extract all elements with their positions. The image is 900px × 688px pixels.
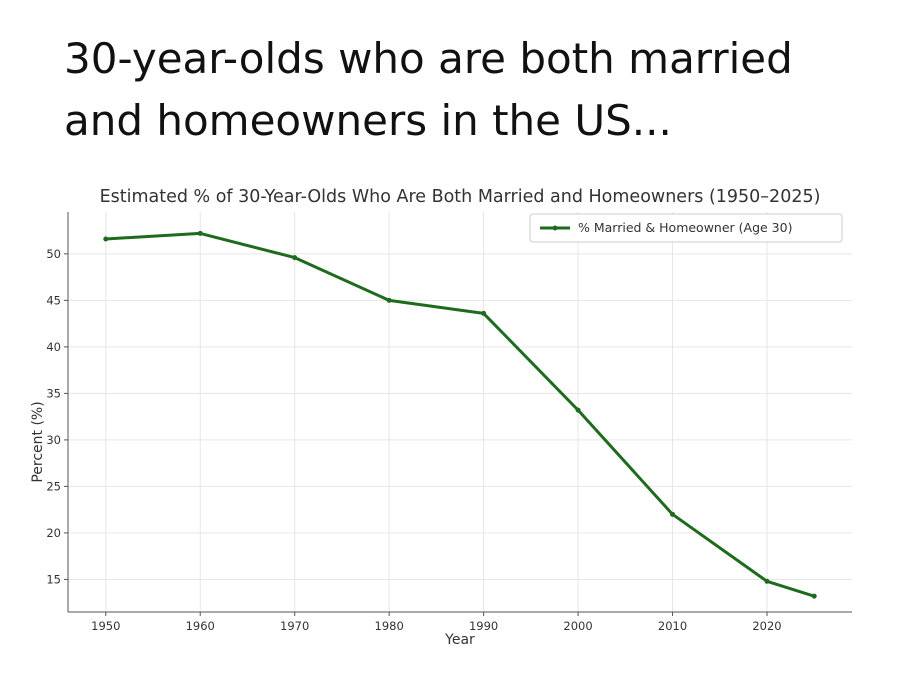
y-tick-label: 20 [46, 526, 61, 540]
x-tick-label: 1960 [186, 619, 215, 633]
y-tick-label: 45 [46, 293, 61, 307]
data-point [811, 593, 817, 599]
legend: % Married & Homeowner (Age 30) [529, 213, 843, 243]
legend-box [529, 213, 843, 243]
chart-title: Estimated % of 30-Year-Olds Who Are Both… [100, 187, 821, 207]
headline-line-1: 30-year-olds who are both married [64, 34, 793, 83]
y-tick-label: 30 [46, 433, 61, 447]
y-tick-label: 50 [46, 247, 61, 261]
x-tick-label: 1980 [375, 619, 404, 633]
data-point [292, 255, 298, 261]
headline: 30-year-olds who are both married and ho… [64, 28, 884, 152]
data-point [670, 511, 676, 517]
x-tick-label: 1990 [469, 619, 498, 633]
x-tick-label: 2010 [658, 619, 687, 633]
series-line [104, 231, 816, 598]
headline-line-2: and homeowners in the US... [64, 96, 672, 145]
y-axis-label: Percent (%) [30, 401, 46, 482]
legend-label: % Married & Homeowner (Age 30) [578, 220, 792, 235]
x-tick-label: 2000 [563, 619, 592, 633]
y-tick-label: 40 [46, 340, 61, 354]
data-point [197, 230, 203, 236]
data-point [386, 297, 392, 303]
legend-marker-sample [552, 225, 558, 231]
line-chart: Estimated % of 30-Year-Olds Who Are Both… [30, 187, 852, 648]
y-tick-label: 25 [46, 479, 61, 493]
x-tick-label: 2020 [752, 619, 781, 633]
x-tick-label: 1970 [280, 619, 309, 633]
tick-labels: 1950 1960 1970 1980 1990 2000 2010 2020 15 20 25 30… [46, 247, 781, 633]
series-layer [103, 230, 817, 599]
x-tick-label: 1950 [91, 619, 120, 633]
grid [68, 212, 852, 612]
data-point [103, 236, 109, 242]
data-point [481, 310, 487, 316]
y-tick-label: 15 [46, 572, 61, 586]
data-point [764, 578, 770, 584]
y-tick-label: 35 [46, 386, 61, 400]
data-point [575, 407, 581, 413]
axes [64, 212, 852, 616]
x-axis-label: Year [444, 632, 475, 648]
